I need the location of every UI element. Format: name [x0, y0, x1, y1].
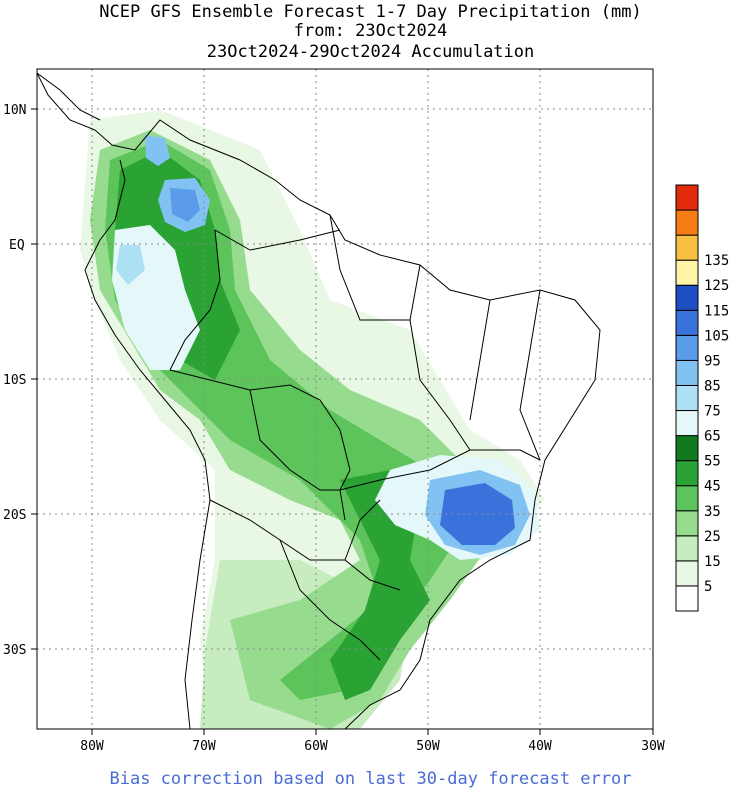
legend-swatch: [675, 234, 699, 261]
legend-swatch: [675, 560, 699, 587]
bias-correction-note: Bias correction based on last 30-day for…: [109, 769, 632, 789]
legend-label: 65: [704, 429, 721, 445]
map-subtitle-from: from: 23Oct2024: [293, 21, 448, 41]
map-subtitle-period: 23Oct2024-29Oct2024 Accumulation: [206, 42, 535, 62]
lon-label-30w: 30W: [641, 739, 665, 754]
precip-zone-95: [440, 483, 515, 545]
legend-label: 95: [704, 353, 721, 369]
lon-label-70w: 70W: [192, 739, 216, 754]
legend-swatch: [675, 510, 699, 537]
precip-shading: [80, 110, 545, 729]
legend-swatch: [675, 359, 699, 386]
legend-swatch: [675, 410, 699, 437]
legend-swatch: [675, 334, 699, 361]
legend-label: 85: [704, 378, 721, 394]
lat-label-10s: 10S: [3, 373, 26, 388]
legend-label: 75: [704, 404, 721, 420]
lon-label-80w: 80W: [80, 739, 104, 754]
lon-label-60w: 60W: [304, 739, 328, 754]
legend-label: 45: [704, 479, 721, 495]
legend-swatch: [675, 435, 699, 462]
legend-swatch: [675, 259, 699, 286]
legend-swatch: [675, 184, 699, 211]
legend-label: 35: [704, 504, 721, 520]
legend-swatch: [675, 535, 699, 562]
lat-label-10n: 10N: [3, 103, 26, 118]
legend-swatch: [675, 384, 699, 412]
legend-label: 25: [704, 529, 721, 545]
legend-swatch: [675, 209, 699, 236]
legend-swatch: [675, 284, 699, 311]
legend-label: 55: [704, 454, 721, 470]
legend-label: 115: [704, 303, 729, 319]
legend-swatch: [675, 309, 699, 336]
graticule: [37, 69, 653, 729]
legend-label: 105: [704, 328, 729, 344]
lon-label-40w: 40W: [528, 739, 552, 754]
lat-label-20s: 20S: [3, 508, 26, 523]
lat-label-30s: 30S: [3, 643, 26, 658]
axis-ticks: [31, 108, 654, 735]
color-legend: 5 15 25 35 45 55 65 75 85 95 105 115 125 135: [675, 184, 729, 612]
legend-label: 125: [704, 278, 729, 294]
legend-swatch: [675, 485, 699, 512]
legend-swatch: [675, 585, 699, 612]
legend-swatch: [675, 460, 699, 487]
continent-outline: [37, 72, 601, 729]
coastline: [37, 72, 601, 729]
legend-label: 135: [704, 253, 729, 269]
legend-label: 15: [704, 554, 721, 570]
lat-label-eq: EQ: [9, 238, 25, 253]
legend-label: 5: [704, 579, 712, 595]
lon-label-50w: 50W: [416, 739, 440, 754]
map-title: NCEP GFS Ensemble Forecast 1-7 Day Preci…: [99, 2, 642, 22]
